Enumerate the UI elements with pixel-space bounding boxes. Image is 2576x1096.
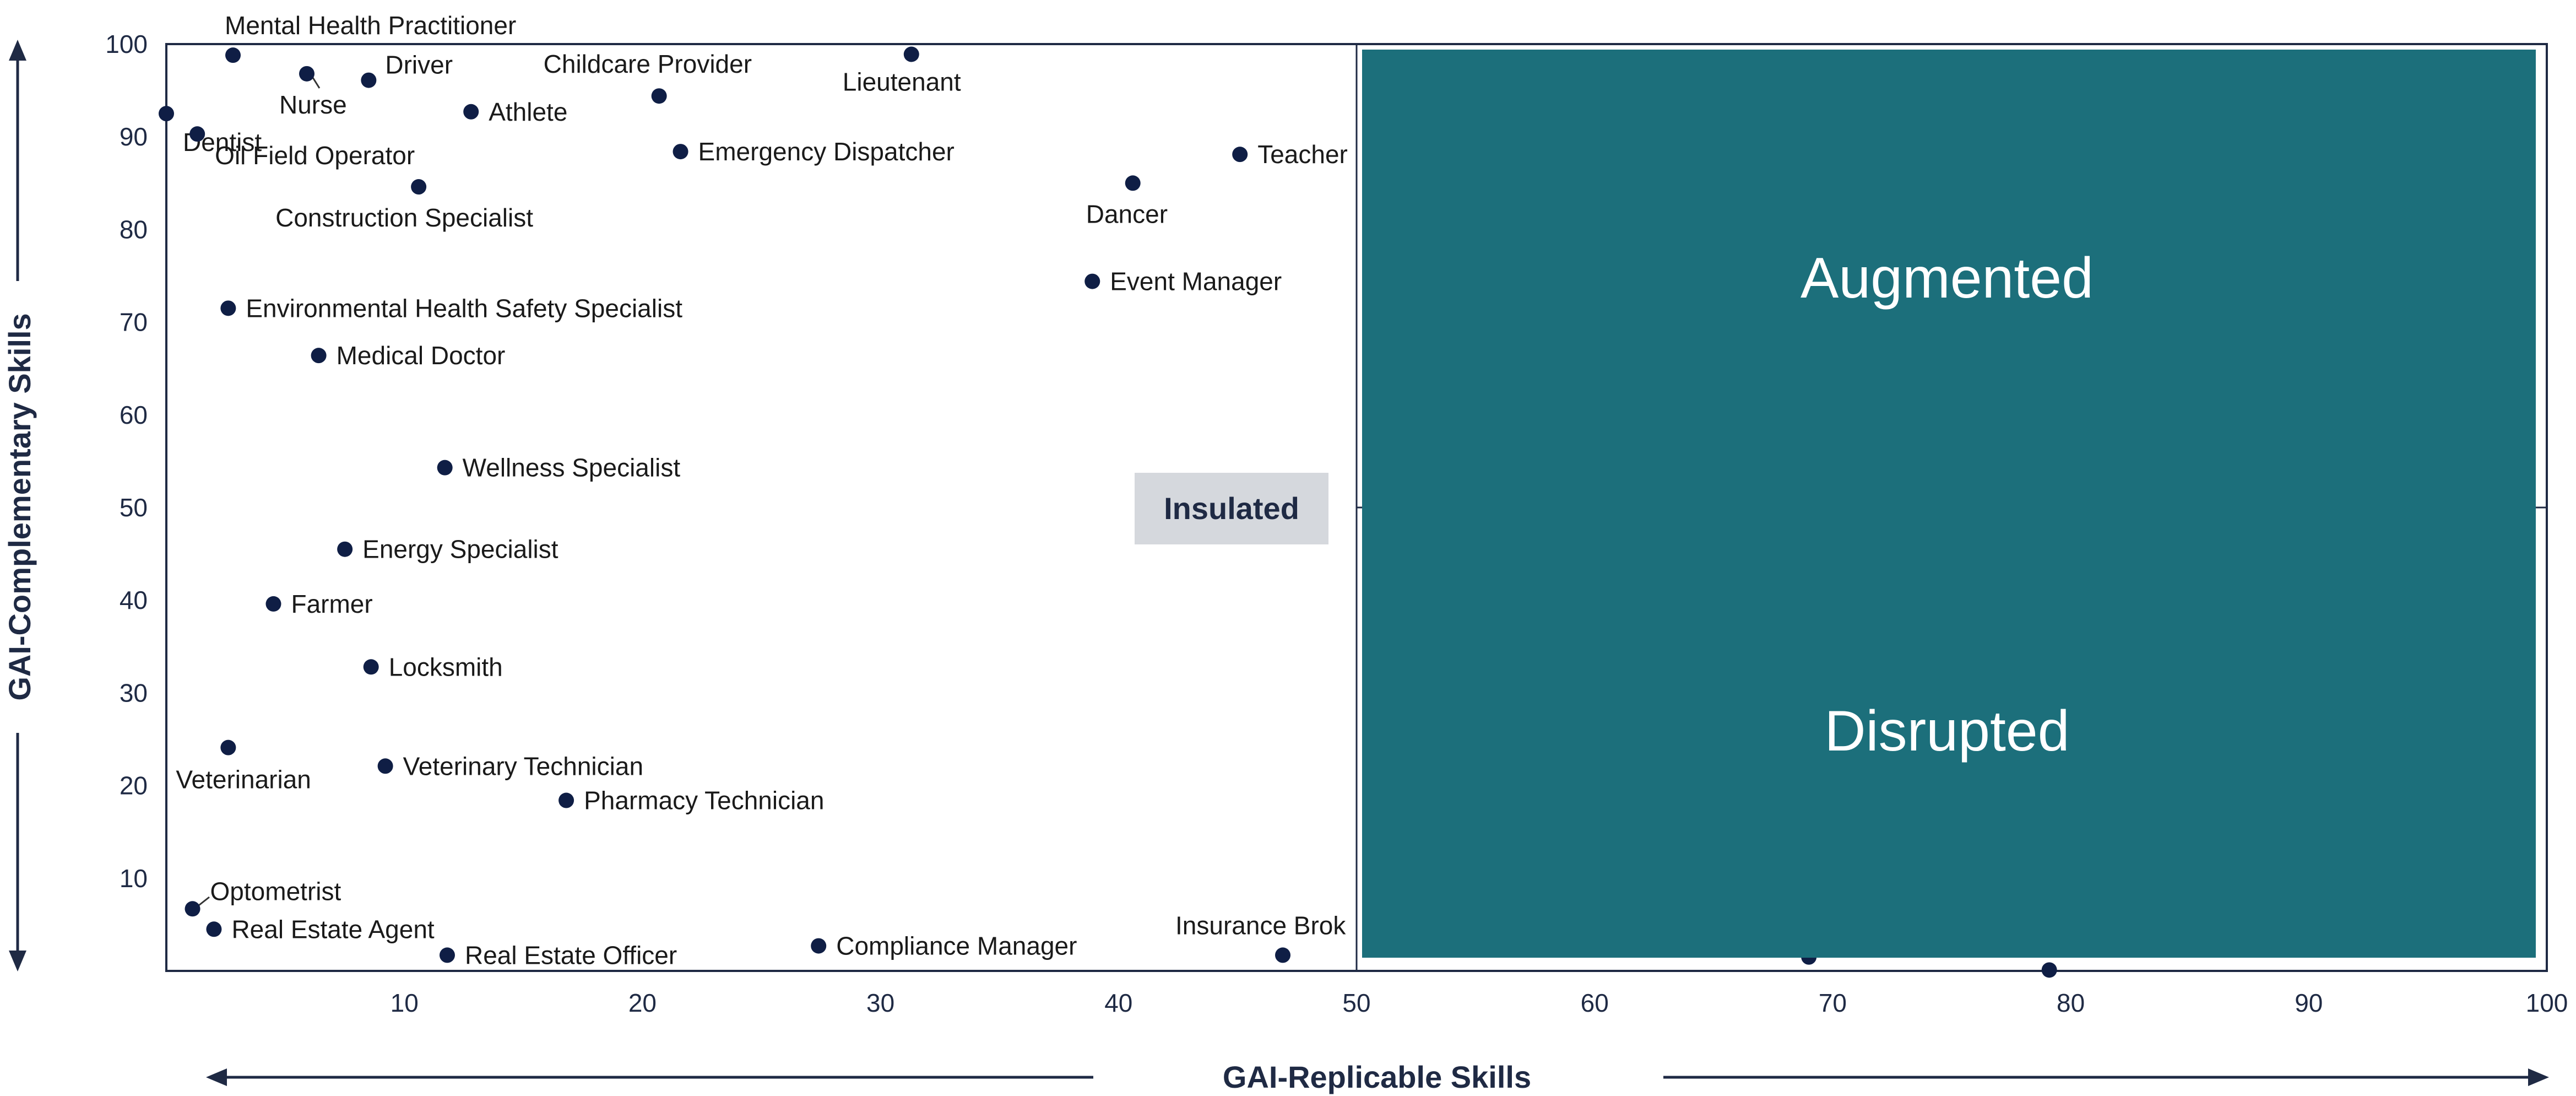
data-point-marker: [1232, 147, 1248, 163]
x-tick-label: 80: [2057, 989, 2085, 1017]
x-tick-label: 90: [2295, 989, 2323, 1017]
x-axis-arrowhead-right: [2528, 1068, 2549, 1086]
y-tick-label: 20: [120, 771, 148, 800]
data-point-marker: [220, 739, 236, 755]
data-point-marker: [361, 72, 377, 88]
data-point-label: Wellness Specialist: [463, 453, 681, 482]
y-tick-label: 100: [105, 30, 148, 58]
data-point-marker: [206, 921, 222, 937]
data-point-marker: [189, 126, 205, 142]
data-point-marker: [1275, 947, 1291, 963]
data-point-marker: [463, 104, 479, 120]
data-point-label: Pharmacy Technician: [584, 786, 824, 815]
data-point-marker: [411, 179, 427, 195]
y-tick-label: 90: [120, 122, 148, 151]
x-tick-label: 30: [866, 989, 894, 1017]
data-point-marker: [558, 792, 574, 808]
data-point-label: Teacher: [1257, 140, 1348, 169]
x-axis-arrowhead-left: [206, 1068, 227, 1086]
x-axis-label: GAI-Replicable Skills: [1223, 1060, 1531, 1094]
data-points: Mental Health PractitionerDentistNurseDr…: [159, 11, 2057, 978]
data-point-label: Energy Specialist: [362, 535, 558, 564]
y-axis-label: GAI-Complementary Skills: [2, 313, 37, 700]
data-point-label: Dancer: [1086, 199, 1168, 228]
data-point-label: Medical Doctor: [337, 341, 506, 370]
data-point-label: Real Estate Agent: [231, 915, 434, 943]
data-point-label: Farmer: [291, 590, 372, 618]
x-tick-label: 10: [391, 989, 419, 1017]
y-axis-arrowhead-up: [9, 40, 26, 61]
y-tick-label: 50: [120, 493, 148, 522]
x-tick-label: 20: [628, 989, 657, 1017]
insulated-label-box: [1135, 473, 1328, 544]
data-point-label: Nurse: [279, 90, 347, 119]
quadrant-label-augmented: Augmented: [1801, 246, 2094, 310]
x-tick-label: 100: [2526, 989, 2568, 1017]
data-point-marker: [337, 541, 353, 557]
data-point-label: Construction Specialist: [275, 203, 533, 232]
quadrant-label-insulated: Insulated: [1164, 491, 1299, 526]
data-point-label: Childcare Provider: [544, 50, 752, 78]
x-tick-label: 40: [1104, 989, 1132, 1017]
x-tick-label: 70: [1819, 989, 1847, 1017]
data-point-label: Locksmith: [389, 652, 503, 681]
data-point-marker: [185, 901, 200, 917]
y-tick-label: 70: [120, 308, 148, 337]
data-point-marker: [1125, 175, 1141, 191]
data-point-label: Veterinary Technician: [403, 752, 643, 780]
data-point-marker: [225, 47, 241, 63]
y-tick-label: 80: [120, 215, 148, 244]
data-point-marker: [311, 348, 327, 364]
data-point-label: Event Manager: [1110, 267, 1282, 296]
data-point-marker: [299, 66, 314, 82]
data-point-marker: [903, 46, 919, 62]
y-tick-label: 40: [120, 586, 148, 614]
data-point-label: Lieutenant: [843, 68, 961, 96]
data-point-label: Optometrist: [210, 877, 341, 905]
y-tick-label: 30: [120, 678, 148, 707]
data-point-marker: [159, 106, 174, 122]
data-point-label: Insurance Brok: [1175, 911, 1346, 940]
data-point-marker: [651, 88, 667, 104]
data-point-label: Real Estate Officer: [465, 941, 677, 969]
data-point-marker: [437, 460, 453, 476]
quadrant-label-disrupted: Disrupted: [1824, 699, 2069, 763]
data-point-label: Athlete: [489, 98, 567, 126]
data-point-label: Driver: [385, 51, 453, 79]
data-point-marker: [377, 758, 393, 774]
data-point-marker: [439, 947, 455, 963]
data-point-marker: [811, 938, 827, 954]
data-point-label: Veterinarian: [176, 765, 311, 794]
data-point-marker: [265, 596, 281, 612]
augmented-disrupted-panel: [1362, 50, 2536, 958]
axis-ticks: 10 20 30 40 50 60 70 80 90 100 10 20 30 40 50 60 70 80 90 1…: [105, 30, 2568, 1017]
data-point-marker: [673, 144, 688, 160]
y-axis-arrowhead-down: [9, 951, 26, 971]
data-point-label: Environmental Health Safety Specialist: [246, 294, 682, 322]
y-tick-label: 60: [120, 401, 148, 429]
data-point-label: Emergency Dispatcher: [698, 137, 955, 166]
data-point-marker: [2041, 962, 2057, 978]
data-point-label: Compliance Manager: [836, 932, 1077, 960]
data-point-marker: [220, 300, 236, 316]
y-tick-label: 10: [120, 864, 148, 893]
data-point-label: Mental Health Practitioner: [225, 11, 516, 40]
x-tick-label: 60: [1581, 989, 1609, 1017]
x-tick-label: 50: [1342, 989, 1370, 1017]
data-point-label: Oil Field Operator: [215, 141, 415, 170]
data-point-marker: [1084, 273, 1100, 289]
data-point-marker: [363, 659, 379, 675]
